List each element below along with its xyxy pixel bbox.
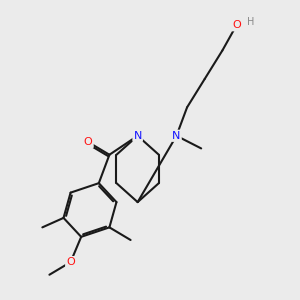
Text: N: N	[134, 131, 142, 141]
Text: O: O	[84, 137, 93, 147]
Text: O: O	[66, 257, 75, 267]
Text: O: O	[232, 20, 241, 30]
Text: N: N	[172, 131, 181, 141]
Text: H: H	[247, 17, 254, 27]
